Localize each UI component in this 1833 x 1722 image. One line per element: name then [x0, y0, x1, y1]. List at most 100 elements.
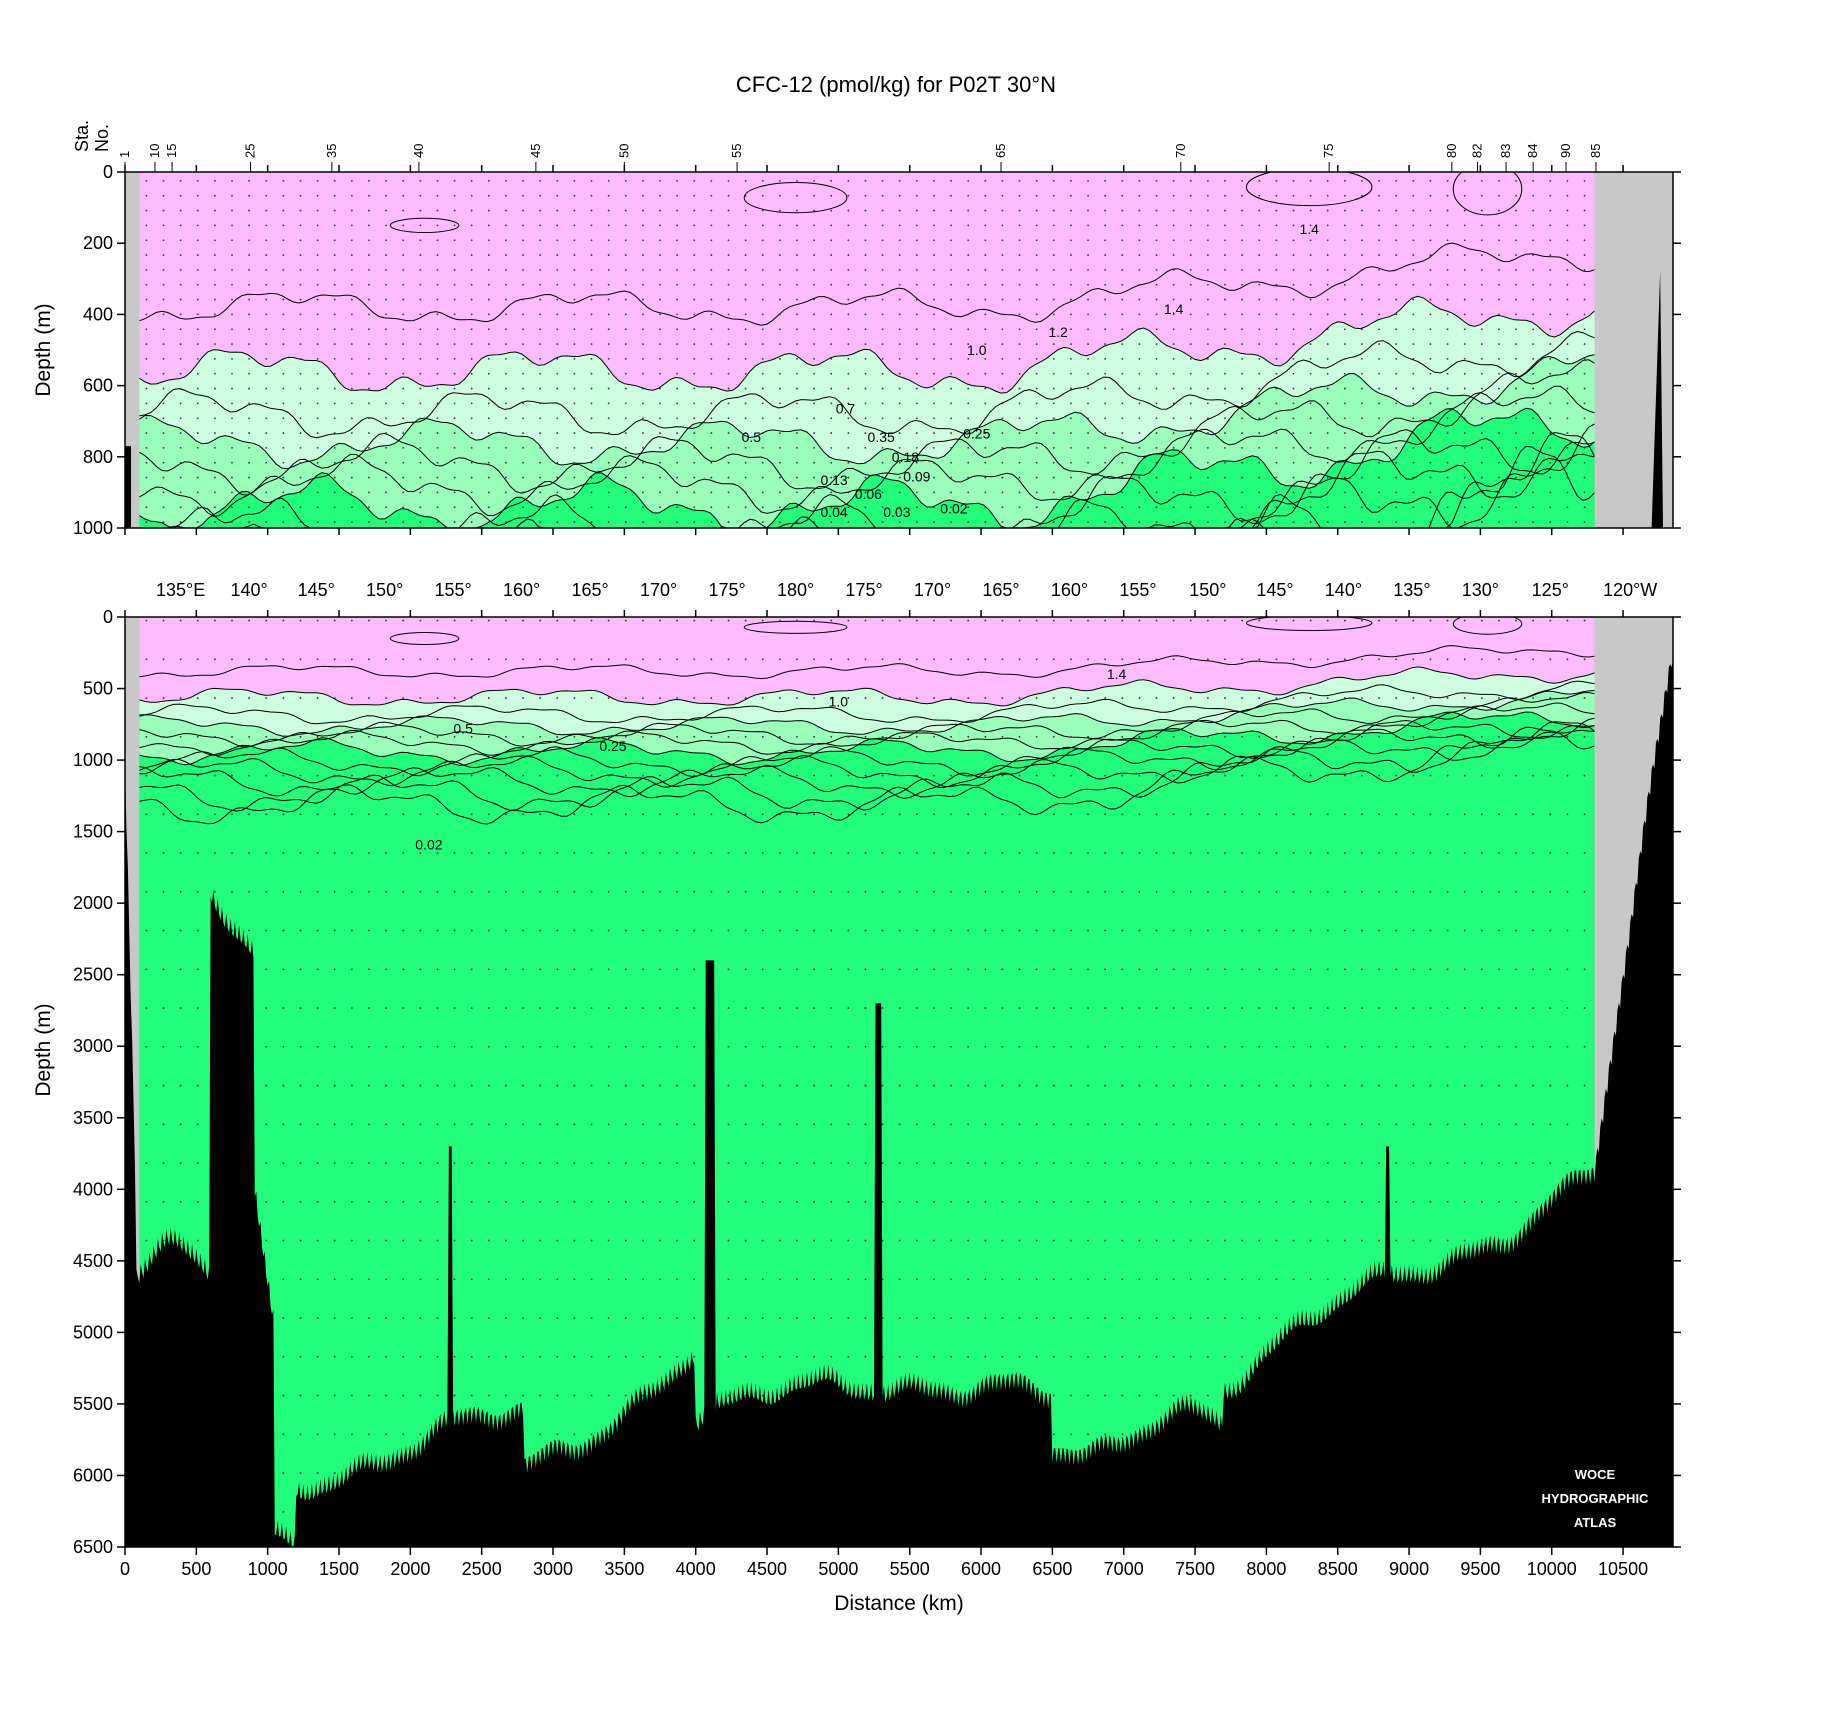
sample-dot — [470, 890, 473, 893]
sample-dot — [556, 1162, 559, 1164]
sample-dot — [1035, 521, 1038, 523]
sample-dot — [710, 619, 713, 622]
sample-dot — [1087, 180, 1089, 182]
sample-dot — [1412, 1239, 1415, 1242]
sample-dot — [950, 432, 952, 434]
sample-dot — [1361, 852, 1363, 854]
sample-dot — [1532, 298, 1535, 301]
sample-dot — [1412, 968, 1415, 971]
sample-dot — [1361, 224, 1363, 227]
sample-dot — [573, 619, 576, 622]
sample-dot — [333, 521, 336, 523]
sample-dot — [676, 890, 679, 893]
sample-dot — [830, 1084, 833, 1087]
sample-dot — [727, 491, 730, 494]
sample-dot — [1412, 358, 1415, 360]
sample-dot — [196, 476, 199, 479]
sample-dot — [1172, 224, 1175, 227]
sample-dot — [1429, 1162, 1432, 1164]
sample-dot — [487, 328, 490, 331]
sample-dot — [196, 619, 199, 622]
sample-dot — [950, 254, 952, 256]
sample-dot — [864, 658, 867, 661]
sample-dot — [642, 1394, 644, 1397]
sample-dot — [299, 1162, 302, 1164]
sample-dot — [1515, 239, 1517, 242]
sample-dot — [1206, 476, 1209, 479]
sample-dot — [1121, 298, 1124, 301]
sample-dot — [368, 180, 370, 182]
sample-dot — [179, 432, 182, 434]
sample-dot — [1395, 387, 1398, 390]
sample-dot — [333, 491, 336, 494]
sample-dot — [813, 697, 816, 699]
sample-dot — [1206, 1200, 1209, 1203]
sample-dot — [368, 813, 370, 816]
bottom-contour-line — [139, 645, 1595, 680]
sample-dot — [624, 506, 627, 509]
sample-dot — [1189, 1007, 1192, 1009]
sample-dot — [385, 1433, 387, 1436]
sample-dot — [1206, 283, 1209, 286]
sample-dot — [761, 358, 764, 360]
sample-dot — [1206, 506, 1209, 509]
sample-dot — [693, 491, 696, 494]
sample-dot — [350, 194, 353, 197]
sample-dot — [1498, 313, 1500, 316]
sample-dot — [1224, 813, 1226, 816]
sample-dot — [1309, 387, 1312, 390]
sample-dot — [265, 343, 268, 345]
sample-dot — [522, 432, 524, 434]
sample-dot — [1052, 968, 1055, 971]
sample-dot — [453, 343, 456, 345]
sample-dot — [1155, 298, 1158, 301]
sample-dot — [881, 735, 884, 738]
sample-dot — [1189, 298, 1192, 301]
sample-dot — [778, 447, 781, 449]
sample-dot — [248, 417, 251, 420]
sample-dot — [1087, 402, 1089, 405]
sample-dot — [1241, 1317, 1244, 1319]
sample-dot — [1292, 194, 1295, 197]
sample-dot — [1018, 890, 1021, 893]
sample-dot — [436, 180, 439, 182]
sample-dot — [693, 343, 696, 345]
sample-dot — [796, 1239, 798, 1242]
sample-dot — [1001, 813, 1004, 816]
sample-dot — [761, 1394, 764, 1397]
sample-dot — [1052, 1394, 1055, 1397]
sample-dot — [162, 1045, 165, 1048]
sample-dot — [1480, 968, 1483, 971]
sample-dot — [1001, 1045, 1004, 1048]
sample-dot — [967, 239, 970, 242]
top-contour-line — [139, 242, 1595, 326]
sample-dot — [385, 343, 387, 345]
sample-dot — [1463, 929, 1466, 932]
sample-dot — [1104, 476, 1107, 479]
sample-dot — [1172, 209, 1175, 212]
sample-dot — [1189, 968, 1192, 971]
sample-dot — [624, 697, 627, 699]
sample-dot — [830, 735, 833, 738]
sample-dot — [950, 447, 952, 449]
sample-dot — [727, 506, 730, 509]
sample-dot — [265, 417, 268, 420]
sample-dot — [778, 180, 781, 182]
sample-dot — [710, 461, 713, 464]
sample-dot — [933, 313, 935, 316]
sample-dot — [368, 1355, 370, 1358]
sample-dot — [1429, 372, 1432, 375]
sample-dot — [642, 852, 644, 854]
sample-dot — [1515, 476, 1517, 479]
sample-dot — [1515, 1007, 1517, 1009]
sample-dot — [556, 521, 559, 523]
sample-dot — [744, 194, 747, 197]
sample-dot — [333, 1239, 336, 1242]
sample-dot — [830, 697, 833, 699]
sample-dot — [1549, 658, 1552, 661]
sample-dot — [1087, 239, 1089, 242]
sample-dot — [333, 1472, 336, 1474]
sample-dot — [898, 658, 901, 661]
sample-dot — [1001, 461, 1004, 464]
sample-dot — [1326, 735, 1329, 738]
